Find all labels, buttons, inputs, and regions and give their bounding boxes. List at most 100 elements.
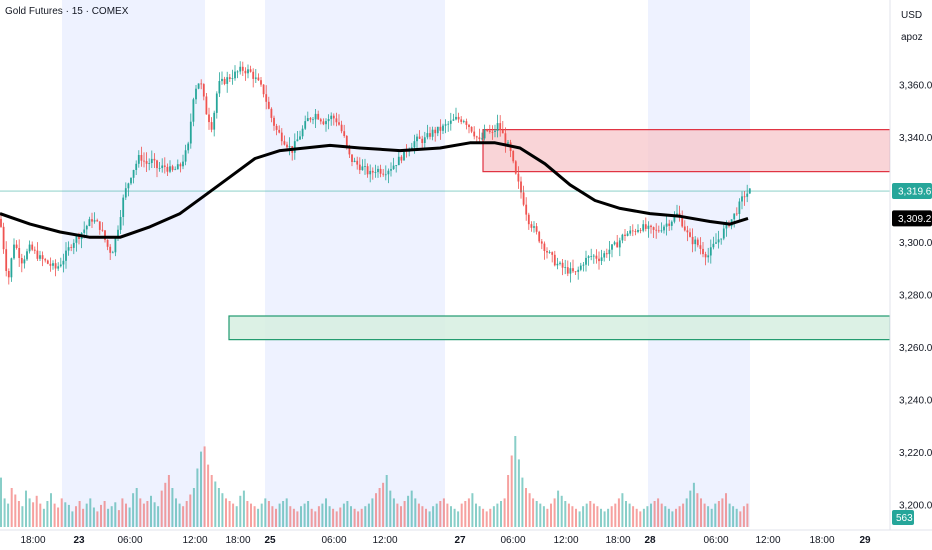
volume-badge	[892, 510, 914, 525]
volume-bar	[485, 511, 488, 527]
candle	[13, 238, 15, 260]
candle	[301, 125, 304, 140]
candle	[351, 154, 353, 167]
candle	[535, 223, 538, 235]
candle	[379, 164, 382, 178]
volume-bar	[292, 508, 295, 527]
candle	[556, 257, 559, 270]
candle	[384, 165, 387, 181]
candle	[598, 251, 600, 270]
candle	[93, 212, 96, 224]
volume-bar	[417, 503, 420, 527]
volume-bar	[542, 506, 545, 527]
candle	[135, 160, 138, 175]
candle	[738, 198, 741, 221]
candle	[176, 159, 179, 170]
candle	[325, 118, 327, 132]
volume-bar	[553, 498, 556, 527]
candle	[283, 135, 286, 146]
candle	[377, 165, 379, 178]
resistance-zone[interactable]	[482, 129, 891, 173]
volume-bar	[700, 498, 702, 527]
candle	[312, 117, 314, 125]
candle	[189, 113, 192, 149]
support-zone[interactable]	[228, 315, 891, 341]
volume-bar	[496, 503, 499, 527]
candle	[694, 236, 697, 252]
volume-bar	[707, 506, 710, 527]
candle	[683, 220, 686, 232]
x-tick-label: 06:00	[703, 535, 728, 546]
candle	[655, 223, 658, 239]
candle	[156, 159, 158, 178]
candle	[416, 133, 418, 150]
candle	[54, 259, 57, 277]
candle	[280, 128, 283, 146]
candle	[0, 213, 2, 228]
x-tick-label: 06:00	[500, 535, 525, 546]
candle	[559, 261, 561, 266]
volume-bar	[435, 503, 438, 527]
candle	[639, 228, 642, 234]
volume-bar	[575, 508, 577, 527]
x-tick-label: 29	[859, 535, 871, 546]
candle	[715, 233, 717, 244]
candle	[98, 221, 101, 235]
time-axis[interactable]	[0, 530, 932, 550]
x-tick-label: 12:00	[553, 535, 578, 546]
price-axis[interactable]	[890, 0, 932, 550]
candle	[442, 123, 444, 134]
volume-bar	[189, 494, 192, 527]
candle	[332, 113, 335, 126]
candle	[668, 219, 671, 231]
volume-bar	[271, 506, 274, 527]
candle	[595, 249, 598, 264]
volume-bar	[128, 507, 131, 527]
last-price-label: 3,319.6	[898, 187, 932, 198]
candle	[481, 132, 483, 141]
candle	[702, 242, 704, 258]
candle	[96, 218, 99, 222]
x-tick-label: 18:00	[605, 535, 630, 546]
candle	[681, 210, 684, 228]
candle	[187, 141, 190, 154]
volume-bar	[407, 495, 410, 527]
candle	[455, 107, 457, 121]
candle	[278, 125, 281, 134]
candle	[634, 228, 637, 236]
candle	[712, 236, 715, 250]
chart-title: Gold Futures · 15 · COMEX	[5, 6, 129, 17]
candle	[5, 241, 8, 277]
candle	[2, 222, 5, 254]
candle	[353, 157, 356, 163]
candle	[111, 250, 114, 254]
candle	[270, 107, 273, 123]
candle	[421, 135, 424, 148]
candle	[72, 239, 75, 255]
candle	[491, 125, 494, 140]
volume-bar	[667, 508, 670, 527]
volume-bar	[171, 488, 174, 527]
candle	[626, 231, 629, 237]
candle	[395, 165, 398, 173]
volume-bar	[385, 475, 388, 527]
candle	[647, 221, 650, 238]
candle	[221, 71, 223, 85]
candle	[244, 67, 247, 81]
volume-bar	[178, 503, 181, 527]
volume-bar	[135, 488, 138, 527]
volume-bar	[346, 501, 349, 527]
candle	[119, 210, 122, 234]
volume-bar	[350, 506, 352, 527]
candle	[218, 72, 221, 97]
candle	[234, 65, 236, 81]
volume-bar	[357, 511, 360, 527]
volume-bar	[185, 501, 188, 527]
candle	[33, 246, 36, 254]
y-tick-label: 3,240.0	[899, 396, 932, 407]
candle	[717, 230, 720, 249]
candle	[273, 115, 275, 131]
candle	[91, 212, 93, 228]
candle	[361, 159, 364, 171]
